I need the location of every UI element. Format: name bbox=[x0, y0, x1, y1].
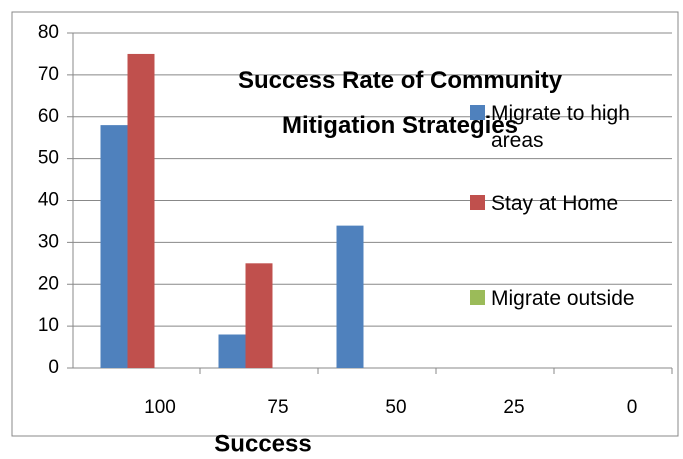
y-tick-label: 70 bbox=[38, 64, 59, 85]
x-tick-label: 100 bbox=[144, 397, 176, 418]
legend-swatch bbox=[470, 290, 485, 305]
y-tick-label: 10 bbox=[38, 315, 59, 336]
bar bbox=[100, 125, 128, 368]
y-tick-label: 80 bbox=[38, 22, 59, 43]
chart-border bbox=[11, 11, 679, 437]
y-tick-label: 40 bbox=[38, 190, 59, 211]
legend-item: Migrate to high areas bbox=[470, 100, 680, 154]
legend-item: Migrate outside bbox=[470, 285, 680, 312]
x-tick-label: 75 bbox=[267, 397, 288, 418]
legend-item: Stay at Home bbox=[470, 190, 680, 217]
x-axis-title: Success bbox=[214, 430, 311, 457]
x-tick-label: 0 bbox=[627, 397, 638, 418]
legend-swatch bbox=[470, 195, 485, 210]
legend-label: Migrate to high areas bbox=[491, 102, 630, 152]
y-tick-label: 20 bbox=[38, 273, 59, 294]
legend-swatch bbox=[470, 105, 485, 120]
bar bbox=[218, 334, 246, 368]
legend-label: Stay at Home bbox=[491, 192, 619, 215]
legend-label: Migrate outside bbox=[491, 287, 635, 310]
x-tick-label: 50 bbox=[385, 397, 406, 418]
x-tick-label: 25 bbox=[503, 397, 524, 418]
y-tick-label: 0 bbox=[48, 357, 59, 378]
bar bbox=[127, 53, 155, 368]
bar bbox=[336, 225, 364, 368]
y-tick-label: 50 bbox=[38, 148, 59, 169]
y-tick-label: 30 bbox=[38, 231, 59, 252]
bar bbox=[245, 263, 273, 368]
y-tick-label: 60 bbox=[38, 106, 59, 127]
